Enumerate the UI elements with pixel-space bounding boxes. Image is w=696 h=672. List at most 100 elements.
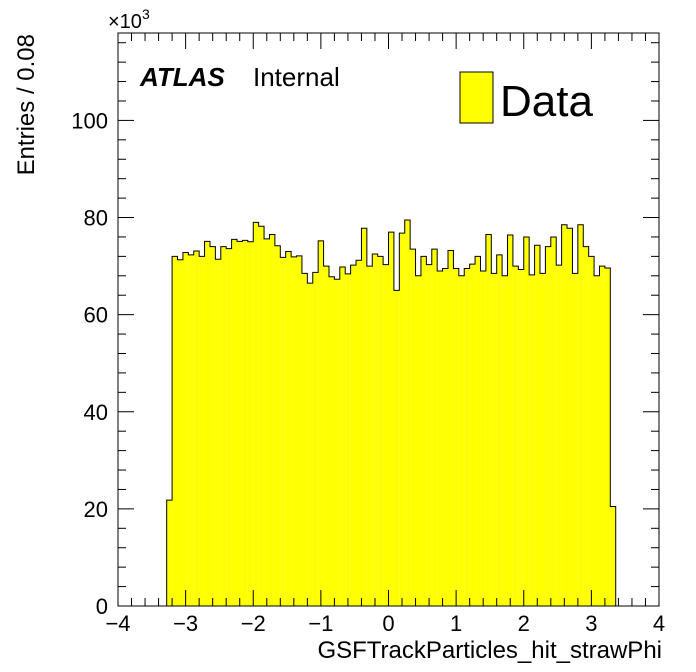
y-axis-multiplier: ×103 <box>108 6 150 33</box>
histogram-bin <box>431 249 438 606</box>
histogram-bin <box>296 255 302 607</box>
y-tick-label: 0 <box>96 594 108 619</box>
histogram-bin <box>480 270 486 606</box>
histogram-bin <box>588 256 595 606</box>
histogram-bin <box>604 268 611 606</box>
x-tick-label: 3 <box>585 611 597 636</box>
histogram-bin <box>437 270 443 606</box>
y-axis-multiplier-exponent: 3 <box>142 6 150 22</box>
y-tick-label: 100 <box>71 108 108 133</box>
histogram-bin <box>291 256 297 606</box>
histogram-bin <box>247 241 254 606</box>
internal-label: Internal <box>253 62 340 92</box>
histogram-bin <box>307 283 313 606</box>
y-tick-label: 20 <box>84 497 108 522</box>
histogram-bin <box>388 232 394 607</box>
histogram-bin <box>274 245 281 607</box>
histogram-bin <box>269 234 275 606</box>
histogram-bin <box>469 264 476 606</box>
y-axis-title: Entries / 0.08 <box>13 34 40 175</box>
histogram-outline <box>166 219 617 606</box>
histogram-bin <box>372 253 378 606</box>
histogram-bin <box>496 254 503 606</box>
histogram-bin <box>204 241 210 606</box>
histogram-bin <box>226 248 232 606</box>
y-tick-label: 60 <box>84 303 108 328</box>
histogram-bin <box>475 256 481 606</box>
histogram-bin <box>188 254 194 606</box>
histogram-bin <box>193 251 200 606</box>
atlas-label: ATLAS <box>139 62 225 92</box>
histogram-bin <box>485 234 492 606</box>
histogram-bin <box>220 246 227 606</box>
histogram-bin <box>328 276 335 606</box>
legend: Data <box>459 71 593 126</box>
histogram-bin <box>280 257 286 606</box>
x-tick-label: −3 <box>173 611 198 636</box>
histogram-bin <box>502 275 508 606</box>
histogram-bin <box>209 246 216 606</box>
x-tick-label: 0 <box>382 611 394 636</box>
histogram-bin <box>350 265 357 606</box>
histogram-bin <box>415 275 421 606</box>
histogram-bin <box>253 222 259 607</box>
histogram-bin <box>583 246 589 606</box>
x-axis-title: GSFTrackParticles_hit_strawPhi <box>317 637 662 664</box>
y-tick-label: 40 <box>84 400 108 425</box>
histogram-bin <box>491 273 497 606</box>
histogram-bin <box>318 240 324 606</box>
histogram-bin <box>442 268 449 606</box>
histogram-bin <box>534 245 540 607</box>
histogram-bin <box>426 264 432 606</box>
histogram-bin <box>172 256 178 606</box>
histogram-bin <box>366 266 373 606</box>
histogram-bin <box>599 266 605 606</box>
histogram-bin <box>237 241 243 606</box>
histogram-bin <box>356 260 362 606</box>
histogram-bin <box>594 275 600 606</box>
histogram-bin <box>301 273 308 606</box>
histogram-bin <box>312 272 319 606</box>
histogram-bin <box>231 239 238 606</box>
y-axis-multiplier-base: ×10 <box>108 11 142 33</box>
histogram-bin <box>339 267 346 606</box>
histogram-bin <box>393 290 400 606</box>
x-tick-label: −1 <box>308 611 333 636</box>
histogram-bars <box>166 219 617 607</box>
histogram-bin <box>448 250 454 606</box>
histogram-bin <box>410 249 416 606</box>
histogram-bin <box>561 224 568 606</box>
histogram-bin <box>550 236 557 606</box>
histogram-bin <box>556 265 562 606</box>
histogram-bin <box>610 506 616 606</box>
histogram-bin <box>404 219 411 607</box>
x-tick-label: 4 <box>653 611 665 636</box>
x-tick-label: 1 <box>450 611 462 636</box>
histogram-bin <box>377 256 384 606</box>
histogram-bin <box>258 226 265 606</box>
legend-entry-data: Data <box>500 77 593 126</box>
histogram-bin <box>420 256 427 606</box>
histogram-bin <box>323 266 329 606</box>
histogram-bin <box>529 274 535 606</box>
histogram-bin <box>572 273 578 606</box>
histogram-bin <box>577 224 584 606</box>
histogram-bin <box>458 275 465 606</box>
histogram-bin <box>166 500 173 606</box>
histogram-bin <box>567 228 573 606</box>
histogram-bin <box>399 233 405 607</box>
histogram-bin <box>464 268 470 606</box>
histogram-bin <box>285 251 292 606</box>
histogram-bin <box>512 266 519 606</box>
x-tick-label: 2 <box>518 611 530 636</box>
histogram-bin <box>545 246 551 606</box>
histogram-bin <box>507 235 513 606</box>
histogram-bin <box>264 238 270 606</box>
histogram-bin <box>177 259 183 606</box>
histogram-bin <box>345 273 351 606</box>
histogram-bin <box>199 256 205 606</box>
histogram-bin <box>383 264 389 606</box>
legend-swatch-data <box>459 71 494 124</box>
histogram-bin <box>523 236 530 606</box>
